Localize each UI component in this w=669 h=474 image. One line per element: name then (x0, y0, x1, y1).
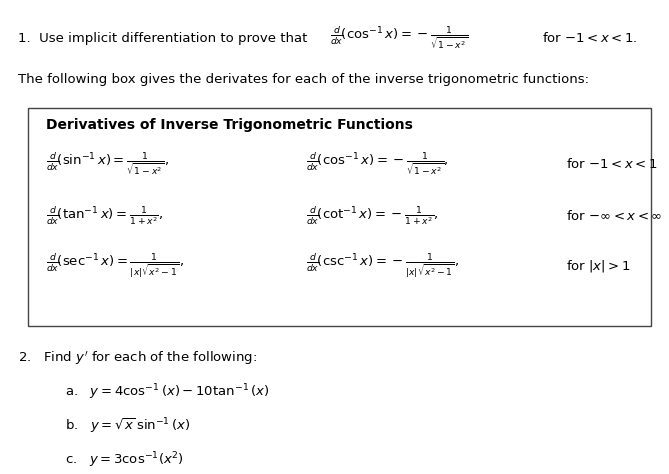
Text: $\frac{d}{dx}\!\left(\cos^{-1}x\right)=-\frac{1}{\sqrt{1-x^2}}$: $\frac{d}{dx}\!\left(\cos^{-1}x\right)=-… (330, 25, 468, 51)
Text: 1.  Use implicit differentiation to prove that: 1. Use implicit differentiation to prove… (18, 31, 307, 45)
Text: $\frac{d}{dx}\!\left(\sec^{-1}x\right)=\frac{1}{|x|\sqrt{x^2-1}}$,: $\frac{d}{dx}\!\left(\sec^{-1}x\right)=\… (46, 252, 184, 281)
Text: c.   $y=3\cos^{-1}\!\left(x^2\right)$: c. $y=3\cos^{-1}\!\left(x^2\right)$ (65, 450, 184, 470)
Text: for $-1<x<1$.: for $-1<x<1$. (542, 31, 638, 45)
Text: $\frac{d}{dx}\!\left(\csc^{-1}x\right)=-\frac{1}{|x|\sqrt{x^2-1}}$,: $\frac{d}{dx}\!\left(\csc^{-1}x\right)=-… (306, 252, 460, 281)
Text: Derivatives of Inverse Trigonometric Functions: Derivatives of Inverse Trigonometric Fun… (46, 118, 413, 132)
Text: for $-\infty<x<\infty$: for $-\infty<x<\infty$ (566, 209, 662, 223)
Text: $\frac{d}{dx}\!\left(\tan^{-1}x\right)=\frac{1}{1+x^2}$,: $\frac{d}{dx}\!\left(\tan^{-1}x\right)=\… (46, 204, 163, 228)
Text: $\frac{d}{dx}\!\left(\sin^{-1}x\right)=\frac{1}{\sqrt{1-x^2}}$,: $\frac{d}{dx}\!\left(\sin^{-1}x\right)=\… (46, 151, 169, 177)
Text: $\frac{d}{dx}\!\left(\cos^{-1}x\right)=-\frac{1}{\sqrt{1-x^2}}$,: $\frac{d}{dx}\!\left(\cos^{-1}x\right)=-… (306, 151, 449, 177)
Text: b.   $y=\sqrt{x}\,\sin^{-1}(x)$: b. $y=\sqrt{x}\,\sin^{-1}(x)$ (65, 417, 191, 436)
Text: for $-1<x<1$: for $-1<x<1$ (566, 157, 658, 171)
Text: for $|x|>1$: for $|x|>1$ (566, 258, 631, 274)
FancyBboxPatch shape (28, 108, 651, 326)
Text: The following box gives the derivates for each of the inverse trigonometric func: The following box gives the derivates fo… (18, 73, 589, 86)
Text: 2.   Find $y'$ for each of the following:: 2. Find $y'$ for each of the following: (18, 349, 257, 367)
Text: a.   $y=4\cos^{-1}(x)-10\tan^{-1}(x)$: a. $y=4\cos^{-1}(x)-10\tan^{-1}(x)$ (65, 382, 270, 402)
Text: $\frac{d}{dx}\!\left(\cot^{-1}x\right)=-\frac{1}{1+x^2}$,: $\frac{d}{dx}\!\left(\cot^{-1}x\right)=-… (306, 204, 439, 228)
